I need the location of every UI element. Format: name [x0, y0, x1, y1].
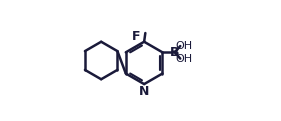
Text: OH: OH [176, 41, 193, 51]
Text: B: B [170, 46, 180, 59]
Text: F: F [132, 30, 140, 43]
Text: N: N [139, 85, 149, 98]
Text: OH: OH [176, 54, 193, 64]
